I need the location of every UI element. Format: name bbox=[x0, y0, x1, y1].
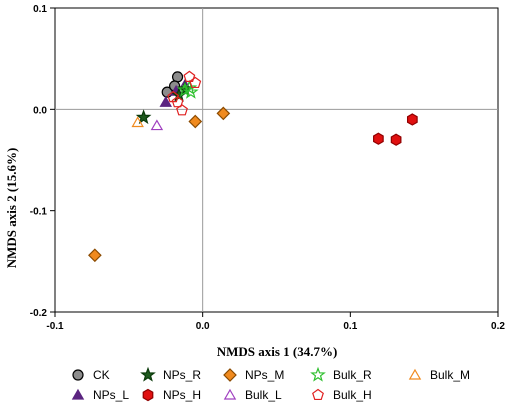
point-bulk-r bbox=[181, 79, 198, 95]
point-nps-m bbox=[88, 248, 102, 263]
legend-marker-bulk-r bbox=[310, 366, 326, 382]
legend-marker-nps-h bbox=[142, 388, 154, 402]
x-tick-label: 0.1 bbox=[343, 321, 357, 332]
x-tick-label: 0.2 bbox=[491, 321, 505, 332]
legend: CK NPs_R NPs_M Bulk_R Bulk_M NPs_L NPs_H Bulk_L… bbox=[71, 366, 470, 402]
y-tick-label: -0.2 bbox=[30, 308, 48, 319]
point-bulk-m bbox=[131, 116, 144, 128]
point-nps-h bbox=[406, 113, 418, 126]
legend-label: NPs_M bbox=[245, 368, 284, 382]
point-bulk-h bbox=[183, 70, 196, 82]
legend-marker-bulk-l bbox=[223, 388, 237, 400]
point-nps-h bbox=[373, 132, 384, 145]
plot-frame bbox=[54, 7, 499, 313]
y-axis-ticks: -0.2 -0.1 0.0 0.1 bbox=[30, 4, 55, 319]
x-axis-ticks: -0.1 0.0 0.1 0.2 bbox=[46, 312, 505, 332]
reference-lines bbox=[55, 8, 498, 312]
point-bulk-h bbox=[189, 76, 202, 89]
legend-label: Bulk_M bbox=[430, 368, 470, 382]
point-ck bbox=[171, 71, 184, 83]
series-bulk-m bbox=[131, 116, 144, 128]
point-nps-r bbox=[135, 109, 152, 125]
y-tick-label: -0.1 bbox=[30, 207, 48, 218]
legend-marker-bulk-h bbox=[312, 388, 324, 401]
legend-marker-nps-m bbox=[223, 368, 237, 382]
y-tick-label: 0.0 bbox=[33, 105, 47, 116]
point-nps-m bbox=[188, 114, 203, 129]
legend-marker-ck bbox=[72, 369, 84, 381]
series-nps-m bbox=[88, 106, 231, 263]
point-nps-l bbox=[159, 96, 172, 107]
legend-label: Bulk_H bbox=[333, 388, 372, 402]
legend-marker-nps-l bbox=[71, 388, 85, 400]
series-bulk-l bbox=[150, 119, 164, 131]
point-bulk-h bbox=[171, 95, 184, 108]
series-nps-h bbox=[373, 113, 418, 146]
point-nps-m bbox=[216, 106, 231, 121]
point-nps-r bbox=[177, 80, 193, 96]
point-bulk-h bbox=[176, 104, 188, 116]
point-nps-h bbox=[390, 133, 402, 146]
series-bulk-r bbox=[177, 79, 199, 99]
legend-label: NPs_R bbox=[163, 368, 201, 382]
data-points bbox=[88, 70, 418, 263]
legend-label: Bulk_R bbox=[333, 368, 372, 382]
point-bulk-h bbox=[167, 90, 180, 103]
y-axis-title: NMDS axis 2 (15.6%) bbox=[4, 148, 19, 269]
legend-label: Bulk_L bbox=[245, 388, 282, 402]
x-axis-title: NMDS axis 1 (34.7%) bbox=[217, 344, 338, 359]
x-tick-label: 0.0 bbox=[196, 321, 210, 332]
legend-marker-bulk-m bbox=[408, 368, 422, 380]
point-bulk-l bbox=[150, 119, 164, 131]
y-tick-label: 0.1 bbox=[33, 4, 47, 15]
legend-marker-nps-r bbox=[140, 366, 156, 382]
legend-label: CK bbox=[93, 368, 110, 382]
x-tick-label: -0.1 bbox=[46, 321, 64, 332]
plot-area bbox=[54, 7, 499, 313]
legend-label: NPs_L bbox=[93, 388, 129, 402]
legend-label: NPs_H bbox=[163, 388, 201, 402]
series-bulk-h bbox=[167, 70, 202, 116]
